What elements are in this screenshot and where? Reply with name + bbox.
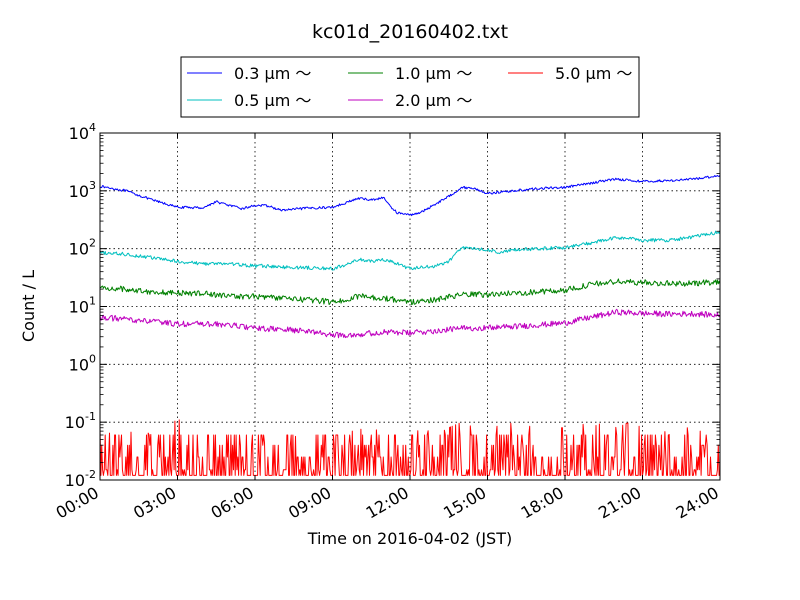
y-tick-label: 10-1 <box>65 410 96 432</box>
y-tick-label: 101 <box>69 295 96 317</box>
legend: 0.3 μm ～ 1.0 μm ～ 5.0 μm ～ 0.5 μm ～ 2.0 μm ～ <box>180 56 640 118</box>
series-line-0p5-m <box>99 230 721 271</box>
chart-title: kc01d_20160402.txt <box>312 21 508 43</box>
y-tick-label: 103 <box>69 179 96 201</box>
legend-label: 0.3 μm ～ <box>234 64 311 83</box>
y-tick-label: 104 <box>69 121 96 143</box>
x-axis-label: Time on 2016-04-02 (JST) <box>307 529 512 548</box>
legend-label: 0.5 μm ～ <box>234 91 311 110</box>
y-tick-label: 10-2 <box>65 468 96 490</box>
legend-label: 2.0 μm ～ <box>395 91 472 110</box>
y-tick-label: 102 <box>69 237 96 259</box>
legend-box <box>180 56 640 118</box>
y-tick-label: 100 <box>69 352 96 374</box>
legend-label: 5.0 μm ～ <box>555 64 632 83</box>
y-axis-tick-labels: 10-2 10-1 100 101 102 103 104 <box>65 121 96 490</box>
grid <box>100 133 720 480</box>
series-line-1p0-m <box>99 278 721 306</box>
series-line-0p3-m <box>99 174 721 217</box>
series-line-2p0-m <box>99 308 721 339</box>
y-axis-label: Count / L <box>19 270 38 342</box>
axis-ticks <box>99 132 721 481</box>
legend-label: 1.0 μm ～ <box>395 64 472 83</box>
